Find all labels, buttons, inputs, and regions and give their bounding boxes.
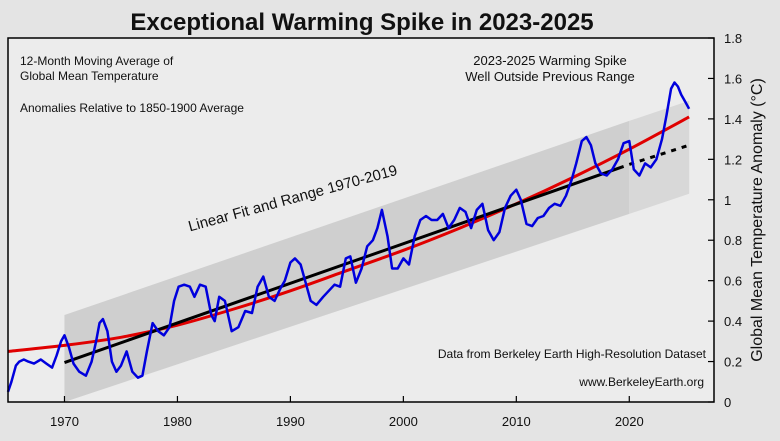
plot-area xyxy=(6,37,715,403)
x-tick-label: 1990 xyxy=(276,414,305,429)
range-band-extension xyxy=(629,100,690,214)
y-tick-label: 1.4 xyxy=(724,112,742,127)
x-tick-label: 1980 xyxy=(163,414,192,429)
annotation-spike-line2: Well Outside Previous Range xyxy=(465,69,635,84)
y-tick-label: 1.2 xyxy=(724,152,742,167)
annotation-website: www.BerkeleyEarth.org xyxy=(578,375,704,389)
plot-frame xyxy=(7,37,715,403)
y-axis: 0 0.2 0.4 0.6 0.8 1 1.2 1.4 1.6 1.8 xyxy=(708,31,742,410)
annotation-description-line1: 12-Month Moving Average of xyxy=(20,54,174,68)
annotation-spike-line1: 2023-2025 Warming Spike xyxy=(473,53,626,68)
annotation-description-line2: Global Mean Temperature xyxy=(20,69,159,83)
x-axis: 1970 1980 1990 2000 2010 2020 xyxy=(50,396,644,429)
range-band xyxy=(64,120,630,403)
y-axis-label: Global Mean Temperature Anomaly (°C) xyxy=(749,78,766,362)
chart-title: Exceptional Warming Spike in 2023-2025 xyxy=(130,9,593,36)
x-tick-label: 2020 xyxy=(615,414,644,429)
y-tick-label: 0.6 xyxy=(724,274,742,289)
annotation-baseline: Anomalies Relative to 1850-1900 Average xyxy=(20,101,244,115)
y-tick-label: 1.6 xyxy=(724,71,742,86)
y-tick-label: 0 xyxy=(724,395,731,410)
annotation-source: Data from Berkeley Earth High-Resolution… xyxy=(438,347,707,361)
y-tick-label: 0.8 xyxy=(724,233,742,248)
temperature-series-line xyxy=(6,81,691,393)
y-tick-label: 1 xyxy=(724,193,731,208)
x-tick-label: 2010 xyxy=(502,414,531,429)
y-tick-label: 0.4 xyxy=(724,314,742,329)
x-tick-label: 2000 xyxy=(389,414,418,429)
y-tick-label: 0.2 xyxy=(724,355,742,370)
y-tick-label: 1.8 xyxy=(724,31,742,46)
x-tick-label: 1970 xyxy=(50,414,79,429)
